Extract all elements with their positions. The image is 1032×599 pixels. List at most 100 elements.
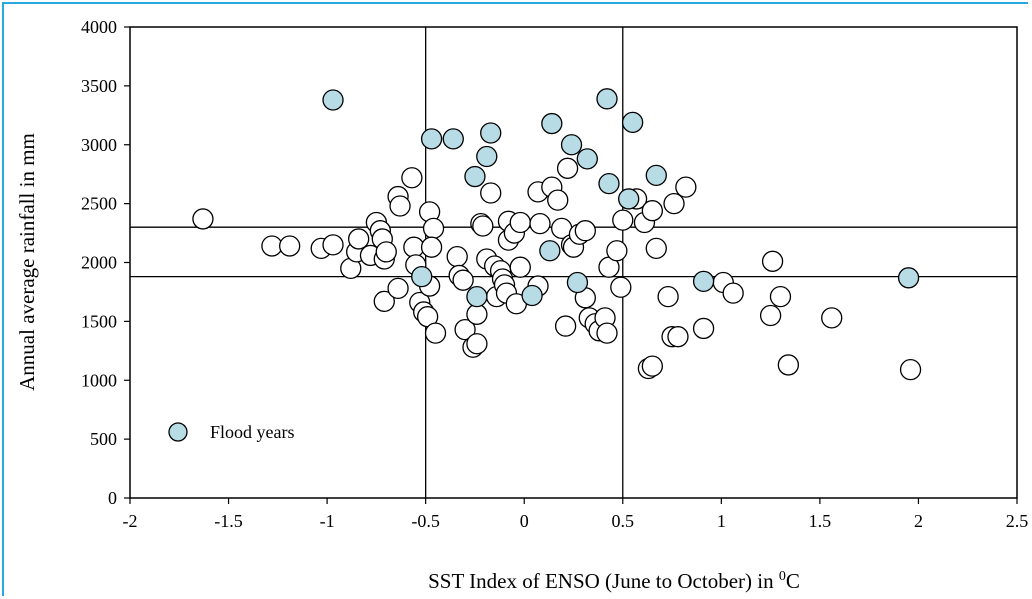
- point-normal-year: [509, 211, 531, 234]
- point-flood-year: [442, 128, 464, 150]
- x-axis-label-text: SST Index of ENSO (June to October) in: [428, 569, 779, 593]
- legend: Flood years: [168, 422, 295, 442]
- point-normal-year: [401, 167, 423, 189]
- point-normal-year: [424, 322, 447, 344]
- legend-label-flood: Flood years: [210, 422, 295, 442]
- y-tick-label: 1500: [81, 311, 117, 331]
- point-flood-year: [692, 270, 715, 292]
- x-tick-label: -2: [123, 511, 138, 531]
- point-flood-year: [598, 172, 620, 195]
- x-axis: -2 -1.5 -1 -0.5 0 0.5 1 1.5 2 2.5: [123, 498, 1029, 531]
- point-normal-year: [322, 234, 344, 256]
- point-normal-year: [692, 317, 715, 340]
- point-normal-year: [761, 250, 784, 272]
- point-normal-year: [556, 157, 579, 179]
- y-axis: 0 500 1000 1500 2000 2500 3000 3500 4000: [81, 17, 130, 508]
- point-flood-year: [541, 112, 563, 135]
- point-flood-year: [560, 134, 583, 156]
- point-flood-year: [621, 111, 644, 134]
- y-tick-label: 500: [90, 429, 117, 449]
- point-normal-year: [373, 290, 395, 313]
- legend-marker-flood: [168, 422, 188, 442]
- point-normal-year: [261, 235, 283, 257]
- point-normal-year: [403, 236, 425, 258]
- point-flood-year: [420, 128, 443, 150]
- x-tick-label: 0: [520, 511, 529, 531]
- point-normal-year: [446, 245, 468, 268]
- point-normal-year: [722, 282, 744, 304]
- point-normal-year: [466, 333, 488, 355]
- y-tick-label: 1000: [81, 370, 117, 390]
- point-normal-year: [387, 277, 409, 300]
- point-normal-year: [529, 212, 551, 235]
- point-normal-year: [610, 276, 632, 298]
- point-normal-year: [509, 256, 531, 278]
- y-tick-label: 2000: [81, 253, 117, 273]
- point-normal-year: [574, 220, 596, 242]
- y-tick-label: 0: [108, 488, 117, 508]
- point-normal-year: [472, 215, 494, 237]
- point-flood-year: [897, 267, 920, 289]
- point-normal-year: [389, 195, 411, 217]
- point-normal-year: [667, 326, 689, 348]
- point-normal-year: [645, 237, 667, 260]
- x-axis-label-unit: C: [786, 569, 800, 593]
- point-normal-year: [759, 304, 782, 327]
- point-normal-year: [769, 285, 792, 308]
- point-flood-year: [411, 265, 433, 288]
- point-normal-year: [657, 285, 679, 308]
- x-axis-label-unit-superscript: 0: [779, 569, 786, 584]
- x-tick-label: 1: [717, 511, 726, 531]
- point-normal-year: [420, 236, 443, 258]
- point-flood-year: [596, 88, 618, 110]
- point-normal-year: [547, 189, 569, 211]
- x-tick-label: -1.5: [214, 511, 243, 531]
- point-normal-year: [422, 217, 445, 240]
- point-flood-year: [539, 240, 561, 262]
- y-tick-label: 3500: [81, 76, 117, 96]
- point-flood-year: [566, 271, 589, 294]
- point-normal-year: [554, 315, 577, 337]
- point-normal-year: [777, 354, 800, 376]
- point-flood-year: [464, 165, 486, 188]
- y-axis-label: Annual average rainfall in mm: [15, 133, 39, 391]
- point-normal-year: [612, 209, 634, 231]
- x-tick-label: -0.5: [411, 511, 440, 531]
- x-tick-label: 0.5: [612, 511, 635, 531]
- point-flood-year: [521, 284, 543, 307]
- x-tick-label: 2.5: [1006, 511, 1029, 531]
- point-flood-year: [618, 188, 640, 210]
- y-tick-label: 4000: [81, 17, 117, 37]
- point-flood-year: [480, 122, 502, 144]
- point-flood-year: [645, 164, 667, 187]
- x-tick-label: 2: [914, 511, 923, 531]
- point-flood-year: [476, 145, 498, 168]
- y-tick-label: 3000: [81, 135, 117, 155]
- x-tick-label: 1.5: [809, 511, 832, 531]
- point-normal-year: [347, 228, 370, 250]
- point-normal-year: [821, 307, 843, 329]
- point-normal-year: [452, 269, 474, 291]
- point-normal-year: [675, 176, 697, 198]
- point-flood-year: [576, 148, 598, 170]
- point-flood-year: [322, 89, 344, 111]
- point-normal-year: [279, 235, 301, 257]
- y-tick-label: 2500: [81, 194, 117, 214]
- point-normal-year: [641, 200, 663, 222]
- point-normal-year: [606, 240, 628, 262]
- point-normal-year: [466, 303, 488, 325]
- point-normal-year: [596, 322, 618, 344]
- point-normal-year: [641, 355, 663, 377]
- point-normal-year: [375, 241, 397, 263]
- point-normal-year: [663, 192, 685, 215]
- x-axis-label: SST Index of ENSO (June to October) in 0…: [428, 569, 800, 593]
- point-normal-year: [899, 359, 922, 381]
- data-points: [192, 88, 922, 381]
- point-normal-year: [192, 208, 214, 230]
- x-tick-label: -1: [320, 511, 335, 531]
- point-normal-year: [454, 318, 476, 341]
- point-flood-year: [466, 285, 488, 308]
- point-normal-year: [480, 182, 502, 204]
